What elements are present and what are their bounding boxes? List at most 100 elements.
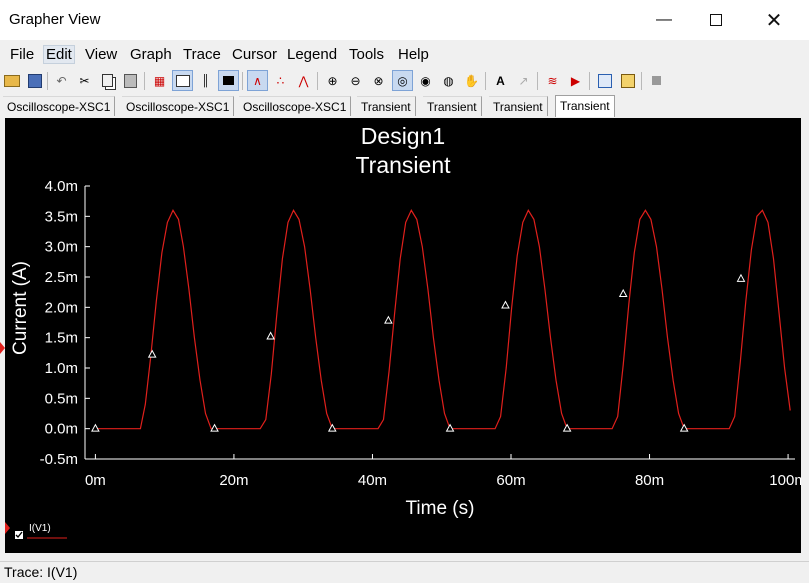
- legend-arrow-icon: [5, 522, 10, 534]
- data-point-marker: [501, 300, 510, 309]
- overlay-traces-button[interactable]: ≋: [543, 71, 562, 90]
- export-lvm-button[interactable]: [618, 71, 637, 90]
- menu-trace[interactable]: Trace: [183, 46, 221, 63]
- lines-dots-mode-button[interactable]: ⋀: [294, 71, 313, 90]
- y-tick-label: 1.0m: [45, 360, 78, 377]
- select-marks-button[interactable]: ▶: [566, 71, 585, 90]
- y-tick-label: 2.5m: [45, 269, 78, 286]
- tab-transient-4[interactable]: Transient: [555, 95, 615, 117]
- dots-trace-icon: ∴: [276, 73, 285, 88]
- export-data-icon: [620, 73, 635, 88]
- tab-oscilloscope-3[interactable]: Oscilloscope-XSC1: [239, 96, 352, 116]
- data-point-marker: [562, 423, 572, 432]
- menu-graph[interactable]: Graph: [130, 46, 172, 63]
- undo-button[interactable]: ↶: [52, 71, 71, 90]
- menu-tools[interactable]: Tools: [349, 46, 385, 63]
- save-icon: [27, 73, 42, 88]
- background-toggle-button[interactable]: [218, 70, 239, 91]
- legend-toggle-button[interactable]: [172, 70, 193, 91]
- menu-help[interactable]: Help: [398, 46, 429, 63]
- zoom-out-icon: ⊖: [350, 73, 361, 88]
- maximize-icon: [710, 14, 722, 26]
- tab-transient-3[interactable]: Transient: [489, 96, 548, 116]
- data-point-marker: [91, 423, 100, 432]
- copy-button[interactable]: [98, 71, 117, 90]
- save-button[interactable]: [25, 71, 44, 90]
- chart-subtitle: Transient: [355, 152, 451, 178]
- zoom-full-icon: ◎: [397, 73, 408, 88]
- transient-chart[interactable]: Design1 Transient -0.5m 0.0m 0.5m 1.0m 1.5m 2…: [5, 118, 807, 553]
- y-axis-label: Current (A): [10, 261, 31, 355]
- export-icon: [597, 73, 612, 88]
- zoom-y-button[interactable]: ◍: [439, 71, 458, 90]
- data-point-marker: [147, 349, 157, 358]
- x-tick-label: 40m: [358, 472, 387, 489]
- window-title: Grapher View: [9, 11, 101, 28]
- cut-button[interactable]: ✂: [75, 71, 94, 90]
- graph-panel[interactable]: Design1 Transient -0.5m 0.0m 0.5m 1.0m 1.5m 2…: [5, 118, 807, 553]
- zoom-x-icon: ◉: [420, 73, 431, 88]
- stop-button[interactable]: [647, 71, 666, 90]
- y-tick-label: 0.5m: [45, 390, 78, 407]
- maximize-button[interactable]: [687, 0, 745, 40]
- text-icon: A: [496, 73, 505, 88]
- tab-oscilloscope-1[interactable]: Oscilloscope-XSC1: [3, 96, 116, 116]
- lines-mode-button[interactable]: ∧: [247, 70, 268, 91]
- copy-icon: [102, 74, 113, 87]
- zoom-x-button[interactable]: ◉: [416, 71, 435, 90]
- cursors-button[interactable]: ║: [196, 71, 215, 90]
- status-bar: Trace: I(V1): [0, 561, 809, 583]
- zoom-area-button[interactable]: ⊗: [369, 71, 388, 90]
- overlay-icon: ≋: [547, 73, 558, 88]
- x-tick-label: 0m: [85, 472, 106, 489]
- data-point-marker: [445, 423, 455, 432]
- y-tick-label: 4.0m: [45, 178, 78, 195]
- tab-transient-1[interactable]: Transient: [357, 96, 416, 116]
- line-trace-icon: ∧: [253, 73, 262, 88]
- menu-legend[interactable]: Legend: [287, 46, 338, 63]
- data-point-marker: [384, 315, 393, 324]
- paste-button[interactable]: [121, 71, 140, 90]
- close-button[interactable]: ✕: [745, 0, 803, 40]
- y-tick-label: 0.0m: [45, 421, 78, 438]
- legend[interactable]: I(V1): [15, 523, 67, 539]
- menu-bar: File Edit View Graph Trace Cursor Legend…: [0, 42, 809, 68]
- minimize-icon: —: [656, 11, 672, 28]
- check-icon: [15, 531, 23, 539]
- dots-mode-button[interactable]: ∴: [271, 71, 290, 90]
- menu-cursor[interactable]: Cursor: [232, 46, 278, 63]
- toolbar: ↶ ✂ ▦ ║ ∧ ∴ ⋀ ⊕ ⊖ ⊗ ◎ ◉ ◍ ✋ A ↗ ≋ ▶: [0, 68, 809, 94]
- zoom-full-button[interactable]: ◎: [392, 70, 413, 91]
- page-tabs: Oscilloscope-XSC1 Oscilloscope-XSC1 Osci…: [0, 95, 809, 117]
- export-excel-button[interactable]: [595, 71, 614, 90]
- text-button[interactable]: A: [491, 71, 510, 90]
- menu-view[interactable]: View: [85, 46, 118, 63]
- data-point-marker: [327, 423, 337, 432]
- tab-oscilloscope-2[interactable]: Oscilloscope-XSC1: [122, 96, 235, 116]
- cut-icon: ✂: [79, 73, 90, 88]
- zoom-in-icon: ⊕: [327, 73, 338, 88]
- menu-edit[interactable]: Edit: [43, 45, 75, 64]
- hand-icon: ✋: [464, 73, 479, 88]
- zoom-in-button[interactable]: ⊕: [323, 71, 342, 90]
- paste-icon: [124, 73, 137, 88]
- menu-file[interactable]: File: [10, 46, 35, 63]
- label-button[interactable]: ↗: [514, 71, 533, 90]
- zoom-out-button[interactable]: ⊖: [346, 71, 365, 90]
- x-tick-label: 60m: [496, 472, 525, 489]
- zoom-y-icon: ◍: [443, 73, 454, 88]
- open-button[interactable]: [2, 71, 21, 90]
- x-tick-label: 80m: [635, 472, 664, 489]
- data-point-marker: [736, 273, 746, 282]
- x-tick-label: 20m: [219, 472, 248, 489]
- data-point-marker: [266, 331, 275, 340]
- grid-icon: ▦: [153, 73, 166, 88]
- minimize-button[interactable]: —: [635, 0, 693, 40]
- grid-button[interactable]: ▦: [150, 71, 169, 90]
- y-tick-label: 3.5m: [45, 208, 78, 225]
- pan-button[interactable]: ✋: [462, 71, 481, 90]
- tab-transient-2[interactable]: Transient: [423, 96, 482, 116]
- legend-label: I(V1): [29, 523, 51, 534]
- stop-icon: [652, 76, 661, 85]
- zoom-area-icon: ⊗: [373, 73, 384, 88]
